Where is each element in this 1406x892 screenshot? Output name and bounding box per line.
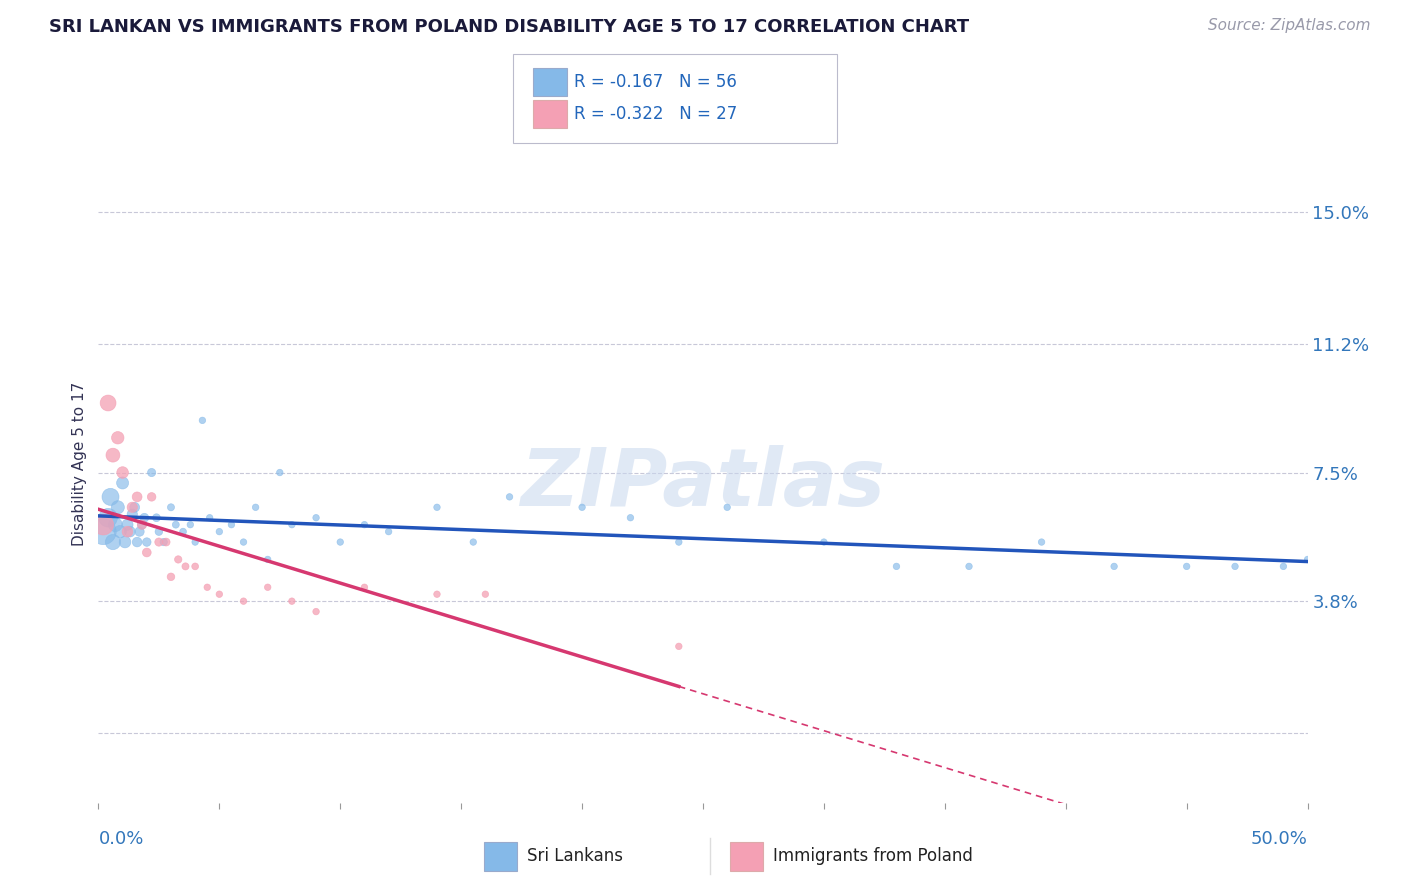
Point [474,587,496,601]
Point [353,517,375,532]
Point [174,559,197,574]
Point [886,559,908,574]
Point [148,535,170,549]
Point [269,466,291,480]
Point [128,524,150,539]
Point [127,490,149,504]
Point [208,587,231,601]
Point [101,535,124,549]
Point [498,490,520,504]
Point [184,535,207,549]
Point [134,510,156,524]
Point [329,535,352,549]
Text: ZIPatlas: ZIPatlas [520,445,886,524]
Text: SRI LANKAN VS IMMIGRANTS FROM POLAND DISABILITY AGE 5 TO 17 CORRELATION CHART: SRI LANKAN VS IMMIGRANTS FROM POLAND DIS… [49,18,969,36]
Point [1296,552,1319,566]
Text: Sri Lankans: Sri Lankans [527,847,623,865]
Point [208,524,231,539]
Point [121,500,143,515]
Point [155,535,177,549]
Text: Source: ZipAtlas.com: Source: ZipAtlas.com [1208,18,1371,33]
Point [198,510,221,524]
Point [167,552,190,566]
Point [104,517,127,532]
Point [221,517,243,532]
Text: Immigrants from Poland: Immigrants from Poland [773,847,973,865]
Point [179,517,201,532]
Point [1175,559,1198,574]
Point [668,640,690,654]
Text: R = -0.167   N = 56: R = -0.167 N = 56 [574,73,737,91]
Point [1031,535,1053,549]
Point [1272,559,1295,574]
Point [1223,559,1246,574]
Point [111,466,134,480]
Point [377,524,399,539]
Point [426,587,449,601]
Point [107,500,129,515]
Point [191,413,214,427]
Point [426,500,449,515]
Y-axis label: Disability Age 5 to 17: Disability Age 5 to 17 [72,382,87,546]
Point [571,500,593,515]
Point [124,500,146,515]
Point [135,545,157,559]
Point [619,510,641,524]
Point [118,524,141,539]
Point [145,510,167,524]
Point [256,552,278,566]
Point [195,580,218,594]
Point [135,535,157,549]
Point [957,559,980,574]
Point [91,524,114,539]
Point [165,517,187,532]
Point [114,535,136,549]
Text: 0.0%: 0.0% [98,830,143,848]
Point [111,475,134,490]
Point [127,535,149,549]
Point [160,500,183,515]
Point [97,510,120,524]
Point [281,517,304,532]
Point [101,448,124,462]
Point [245,500,267,515]
Point [305,510,328,524]
Point [141,466,163,480]
Point [141,490,163,504]
Point [256,580,278,594]
Point [117,517,139,532]
Point [107,431,129,445]
Point [97,396,120,410]
Point [232,594,254,608]
Text: 50.0%: 50.0% [1251,830,1308,848]
Point [131,517,153,532]
Point [1102,559,1125,574]
Point [148,524,170,539]
Point [716,500,738,515]
Text: R = -0.322   N = 27: R = -0.322 N = 27 [574,105,737,123]
Point [463,535,485,549]
Point [305,605,328,619]
Point [353,580,375,594]
Point [121,508,143,522]
Point [184,559,207,574]
Point [160,570,183,584]
Point [91,517,114,532]
Point [131,517,153,532]
Point [108,524,131,539]
Point [281,594,304,608]
Point [232,535,254,549]
Point [668,535,690,549]
Point [152,535,174,549]
Point [100,490,122,504]
Point [172,524,194,539]
Point [117,524,139,539]
Point [813,535,835,549]
